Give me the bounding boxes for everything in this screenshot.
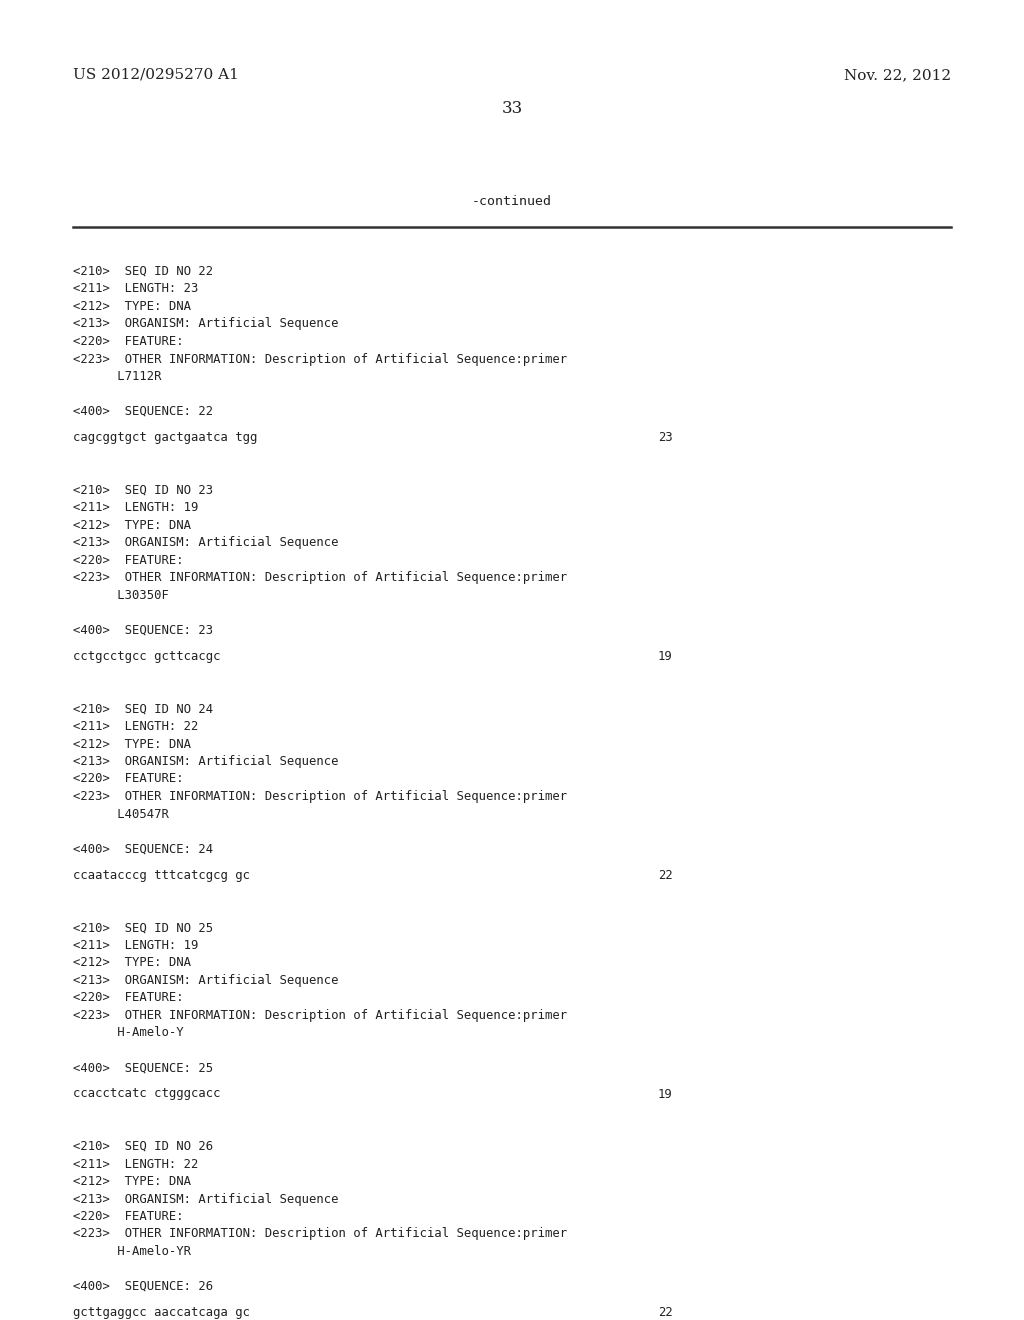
Text: L30350F: L30350F bbox=[73, 589, 169, 602]
Text: <210>  SEQ ID NO 24: <210> SEQ ID NO 24 bbox=[73, 702, 213, 715]
Text: -continued: -continued bbox=[472, 195, 552, 209]
Text: 22: 22 bbox=[658, 1307, 673, 1319]
Text: <213>  ORGANISM: Artificial Sequence: <213> ORGANISM: Artificial Sequence bbox=[73, 755, 339, 768]
Text: L7112R: L7112R bbox=[73, 370, 162, 383]
Text: <212>  TYPE: DNA: <212> TYPE: DNA bbox=[73, 738, 191, 751]
Text: <213>  ORGANISM: Artificial Sequence: <213> ORGANISM: Artificial Sequence bbox=[73, 318, 339, 330]
Text: <400>  SEQUENCE: 26: <400> SEQUENCE: 26 bbox=[73, 1280, 213, 1294]
Text: <212>  TYPE: DNA: <212> TYPE: DNA bbox=[73, 300, 191, 313]
Text: <220>  FEATURE:: <220> FEATURE: bbox=[73, 1210, 183, 1224]
Text: <211>  LENGTH: 22: <211> LENGTH: 22 bbox=[73, 719, 199, 733]
Text: Nov. 22, 2012: Nov. 22, 2012 bbox=[844, 69, 951, 82]
Text: <400>  SEQUENCE: 25: <400> SEQUENCE: 25 bbox=[73, 1061, 213, 1074]
Text: 19: 19 bbox=[658, 649, 673, 663]
Text: ccaatacccg tttcatcgcg gc: ccaatacccg tttcatcgcg gc bbox=[73, 869, 250, 882]
Text: <220>  FEATURE:: <220> FEATURE: bbox=[73, 991, 183, 1005]
Text: US 2012/0295270 A1: US 2012/0295270 A1 bbox=[73, 69, 239, 82]
Text: H-Amelo-Y: H-Amelo-Y bbox=[73, 1026, 183, 1039]
Text: <210>  SEQ ID NO 22: <210> SEQ ID NO 22 bbox=[73, 265, 213, 279]
Text: <400>  SEQUENCE: 24: <400> SEQUENCE: 24 bbox=[73, 842, 213, 855]
Text: <211>  LENGTH: 19: <211> LENGTH: 19 bbox=[73, 502, 199, 515]
Text: <213>  ORGANISM: Artificial Sequence: <213> ORGANISM: Artificial Sequence bbox=[73, 974, 339, 987]
Text: <210>  SEQ ID NO 23: <210> SEQ ID NO 23 bbox=[73, 483, 213, 496]
Text: <220>  FEATURE:: <220> FEATURE: bbox=[73, 554, 183, 566]
Text: 33: 33 bbox=[502, 100, 522, 117]
Text: ccacctcatc ctgggcacc: ccacctcatc ctgggcacc bbox=[73, 1088, 220, 1101]
Text: <223>  OTHER INFORMATION: Description of Artificial Sequence:primer: <223> OTHER INFORMATION: Description of … bbox=[73, 1228, 567, 1241]
Text: H-Amelo-YR: H-Amelo-YR bbox=[73, 1245, 191, 1258]
Text: cagcggtgct gactgaatca tgg: cagcggtgct gactgaatca tgg bbox=[73, 432, 257, 445]
Text: gcttgaggcc aaccatcaga gc: gcttgaggcc aaccatcaga gc bbox=[73, 1307, 250, 1319]
Text: <210>  SEQ ID NO 26: <210> SEQ ID NO 26 bbox=[73, 1140, 213, 1152]
Text: <210>  SEQ ID NO 25: <210> SEQ ID NO 25 bbox=[73, 921, 213, 935]
Text: 22: 22 bbox=[658, 869, 673, 882]
Text: <211>  LENGTH: 19: <211> LENGTH: 19 bbox=[73, 939, 199, 952]
Text: <223>  OTHER INFORMATION: Description of Artificial Sequence:primer: <223> OTHER INFORMATION: Description of … bbox=[73, 352, 567, 366]
Text: <212>  TYPE: DNA: <212> TYPE: DNA bbox=[73, 956, 191, 969]
Text: <220>  FEATURE:: <220> FEATURE: bbox=[73, 772, 183, 785]
Text: <223>  OTHER INFORMATION: Description of Artificial Sequence:primer: <223> OTHER INFORMATION: Description of … bbox=[73, 789, 567, 803]
Text: <400>  SEQUENCE: 23: <400> SEQUENCE: 23 bbox=[73, 624, 213, 636]
Text: <211>  LENGTH: 22: <211> LENGTH: 22 bbox=[73, 1158, 199, 1171]
Text: <223>  OTHER INFORMATION: Description of Artificial Sequence:primer: <223> OTHER INFORMATION: Description of … bbox=[73, 572, 567, 585]
Text: <212>  TYPE: DNA: <212> TYPE: DNA bbox=[73, 519, 191, 532]
Text: <213>  ORGANISM: Artificial Sequence: <213> ORGANISM: Artificial Sequence bbox=[73, 536, 339, 549]
Text: <213>  ORGANISM: Artificial Sequence: <213> ORGANISM: Artificial Sequence bbox=[73, 1192, 339, 1205]
Text: <223>  OTHER INFORMATION: Description of Artificial Sequence:primer: <223> OTHER INFORMATION: Description of … bbox=[73, 1008, 567, 1022]
Text: <211>  LENGTH: 23: <211> LENGTH: 23 bbox=[73, 282, 199, 296]
Text: <400>  SEQUENCE: 22: <400> SEQUENCE: 22 bbox=[73, 405, 213, 418]
Text: cctgcctgcc gcttcacgc: cctgcctgcc gcttcacgc bbox=[73, 649, 220, 663]
Text: <212>  TYPE: DNA: <212> TYPE: DNA bbox=[73, 1175, 191, 1188]
Text: 19: 19 bbox=[658, 1088, 673, 1101]
Text: 23: 23 bbox=[658, 432, 673, 445]
Text: <220>  FEATURE:: <220> FEATURE: bbox=[73, 335, 183, 348]
Text: L40547R: L40547R bbox=[73, 808, 169, 821]
